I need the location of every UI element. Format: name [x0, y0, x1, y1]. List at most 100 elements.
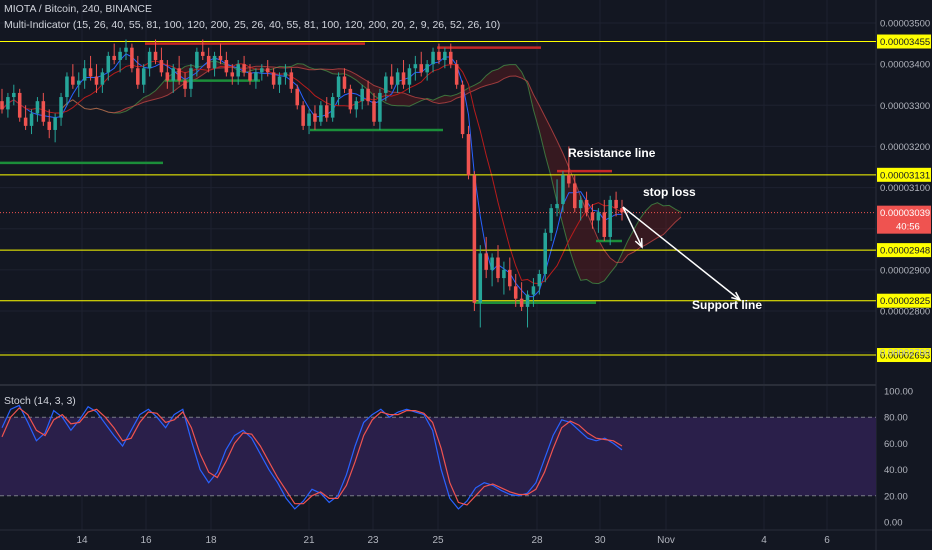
arrow-short[interactable] [622, 206, 643, 248]
candle-body [236, 64, 240, 77]
candle [454, 60, 459, 89]
candle [254, 68, 258, 89]
candle [614, 191, 618, 217]
candle [165, 60, 170, 89]
candle [71, 64, 75, 89]
candle-body [466, 134, 471, 176]
candle [265, 60, 270, 77]
stoch-tick-label: 80.00 [884, 413, 908, 424]
candle [206, 47, 211, 73]
arrow-short-head [634, 237, 643, 249]
candle [531, 278, 536, 307]
candle-body [348, 88, 353, 110]
candle-body [82, 68, 87, 81]
candle [437, 43, 441, 65]
candle [342, 68, 347, 93]
candle [389, 64, 394, 89]
time-tick-label: Nov [657, 535, 675, 546]
candle-body [313, 113, 317, 122]
candle [195, 47, 199, 77]
candle-body [484, 253, 488, 270]
candle [218, 43, 223, 65]
candle-body [307, 113, 311, 126]
time-axis[interactable]: 14 16 18 21 23 25 28 30 Nov 4 6 [76, 535, 830, 546]
candle [508, 257, 512, 291]
candle [159, 47, 164, 77]
candle-body [23, 117, 28, 126]
level-price-label[interactable]: 0.00002825 [880, 296, 930, 307]
annotation-resistance-line[interactable]: Resistance line [568, 146, 656, 160]
candle [260, 64, 264, 81]
candle [177, 55, 181, 85]
level-price-label[interactable]: 0.00003131 [880, 170, 930, 181]
candle-body [35, 101, 40, 114]
candle-body [508, 269, 512, 287]
candle-body [389, 76, 394, 85]
chart-symbol-title[interactable]: MIOTA / Bitcoin, 240, BINANCE [4, 3, 153, 15]
candle-body [378, 92, 382, 122]
price-axis[interactable]: 0.00003455 0.00003131 0.00002948 0.00002825… [877, 19, 931, 529]
candle-body [354, 101, 359, 110]
annotation-support-line[interactable]: Support line [692, 298, 762, 312]
candle-body [460, 84, 465, 135]
price-tick-label: 0.00002900 [880, 265, 930, 276]
candle [6, 92, 10, 118]
candle [200, 39, 205, 61]
candle [82, 60, 87, 89]
candle-body [100, 72, 105, 85]
candle-body [319, 105, 323, 122]
candle-body [112, 55, 116, 61]
level-price-label-bg [877, 243, 931, 258]
candle [248, 64, 252, 85]
candle-body [384, 76, 388, 93]
candle-body [620, 208, 624, 213]
stoch-panel[interactable] [0, 404, 876, 510]
candle [555, 179, 559, 217]
candle-body [230, 72, 235, 77]
candle-body [141, 68, 146, 85]
candle [502, 261, 506, 295]
level-price-label[interactable]: 0.00003455 [880, 37, 930, 48]
candle-body [147, 51, 152, 69]
level-price-label[interactable]: 0.00002948 [880, 246, 930, 257]
candle [443, 47, 447, 69]
candle [88, 55, 93, 81]
time-tick-label: 16 [140, 535, 152, 546]
annotation-stop-loss[interactable]: stop loss [643, 185, 696, 199]
candle [118, 47, 122, 73]
stoch-title[interactable]: Stoch (14, 3, 3) [4, 395, 76, 407]
candle [584, 191, 589, 217]
candle-body [53, 117, 57, 130]
annotations[interactable]: Resistance line stop loss Support line [568, 146, 762, 312]
ichimoku-span-b [60, 65, 682, 263]
candle-body [159, 60, 164, 73]
candle-body [555, 204, 559, 209]
candle [29, 109, 34, 135]
candle-body [17, 92, 22, 118]
price-tick-label: 0.00003200 [880, 142, 930, 153]
candle [378, 88, 382, 130]
arrow-long[interactable] [622, 206, 741, 301]
candle [596, 208, 601, 233]
candle [236, 60, 240, 85]
level-price-label[interactable]: 0.00002693 [880, 351, 930, 362]
candle [224, 51, 229, 77]
candle-body [94, 76, 99, 85]
horizontal-levels[interactable] [0, 41, 876, 356]
level-price-label-bg [877, 348, 931, 363]
candle [283, 64, 288, 85]
candle-body [295, 88, 300, 106]
candle-body [324, 105, 329, 118]
candle-body [29, 113, 34, 126]
candle-body [448, 51, 453, 65]
price-tick-label: 0.00002700 [880, 348, 930, 359]
indicator-title[interactable]: Multi-Indicator (15, 26, 40, 55, 81, 100… [4, 19, 501, 31]
candle-body [242, 64, 246, 73]
current-price-label[interactable]: 0.00003039 [880, 208, 930, 219]
candle-body [177, 68, 181, 81]
candle [324, 97, 329, 122]
candle-body [165, 72, 170, 81]
candle [17, 88, 22, 122]
candle-body [218, 55, 223, 61]
